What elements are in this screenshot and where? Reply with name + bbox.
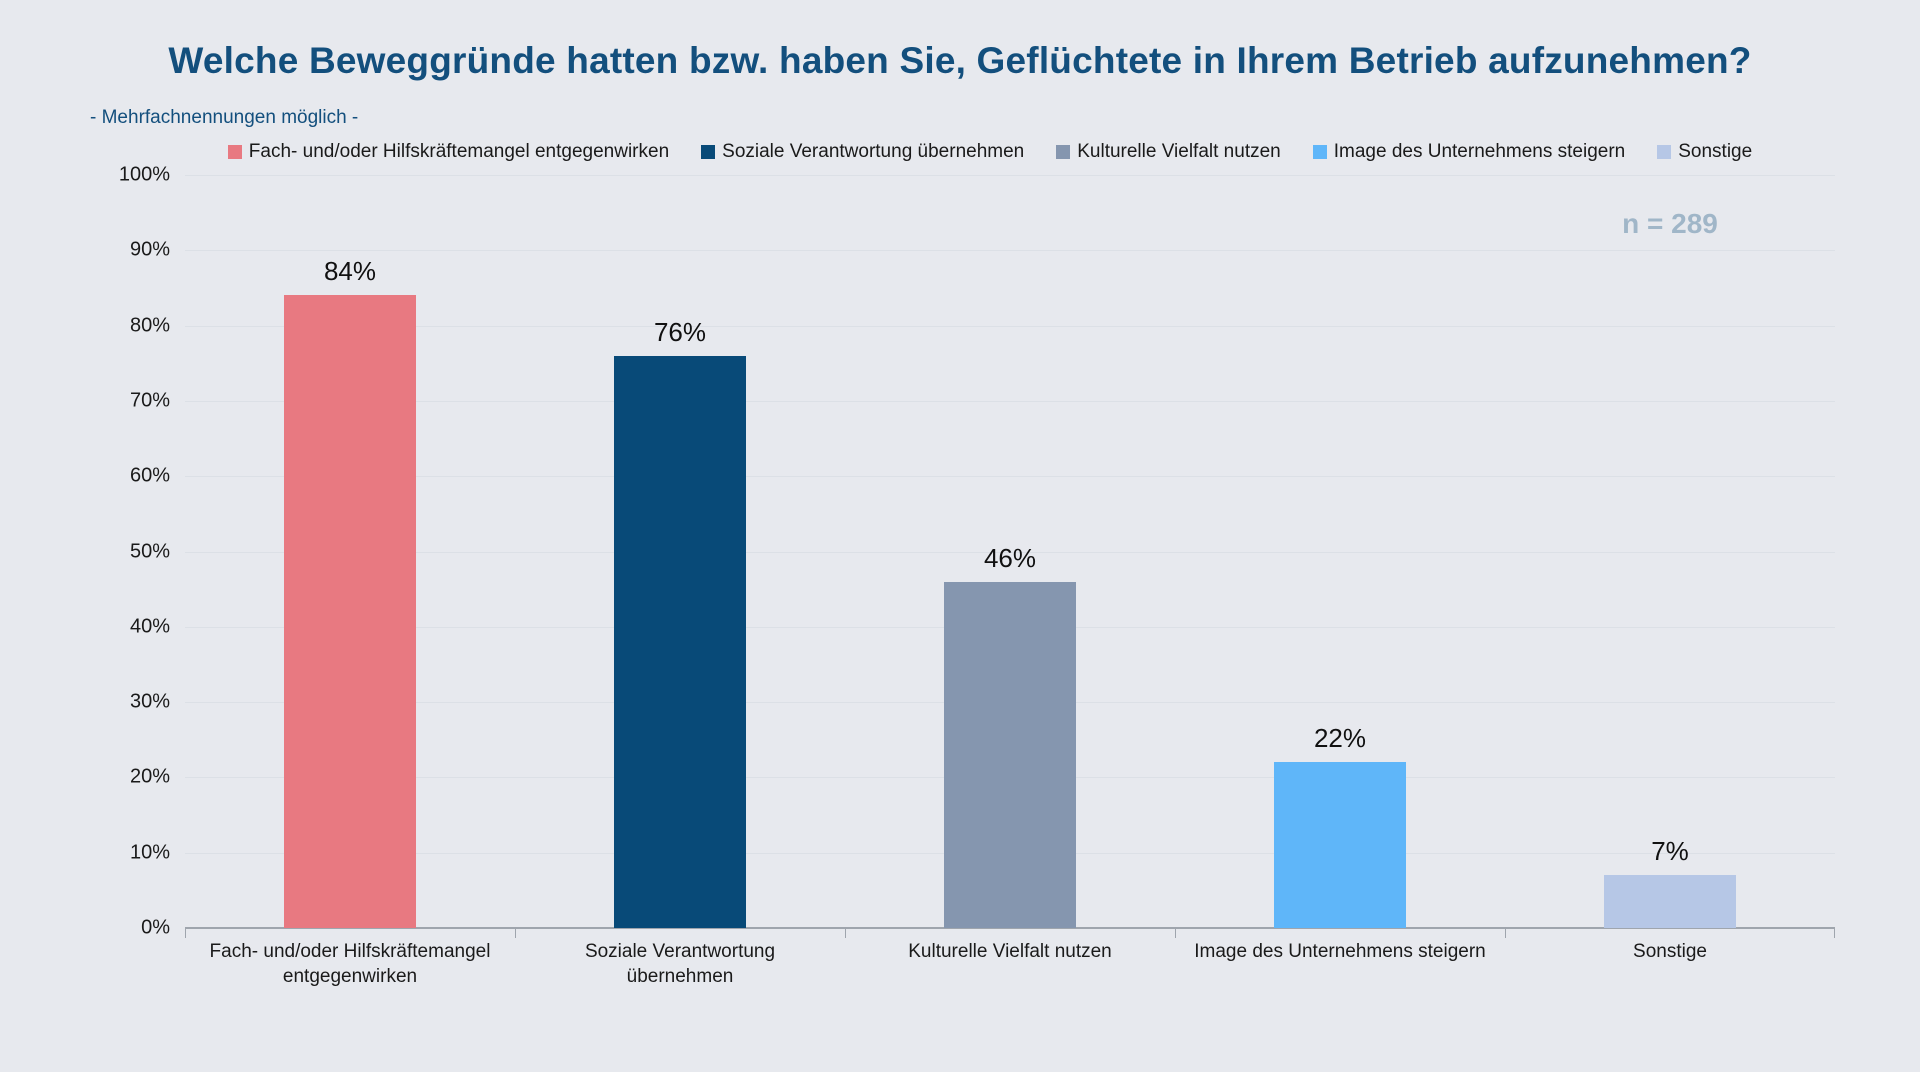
bar-value-label: 76%	[653, 316, 707, 347]
x-axis-line	[185, 927, 1835, 929]
legend-item-label: Soziale Verantwortung übernehmen	[722, 141, 1025, 162]
bar-slot: 7%	[1505, 175, 1835, 928]
legend-item-label: Fach- und/oder Hilfskräftemangel entgege…	[248, 141, 670, 162]
x-axis-category-labels: Fach- und/oder Hilfskräftemangel entgege…	[185, 940, 1835, 989]
chart-legend: Fach- und/oder Hilfskräftemangel entgege…	[150, 141, 1830, 163]
legend-item: Sonstige	[1657, 141, 1752, 163]
y-axis-tick-label: 0%	[141, 916, 170, 939]
sample-size-label: n = 289	[1622, 208, 1718, 239]
x-axis-tick	[1505, 929, 1506, 938]
bar-5	[1604, 875, 1736, 928]
x-axis-category-label: Soziale Verantwortung übernehmen	[584, 941, 776, 987]
y-axis-tick-label: 30%	[129, 690, 170, 713]
x-axis-category-label: Kulturelle Vielfalt nutzen	[908, 941, 1112, 962]
y-axis-tick-label: 90%	[129, 238, 170, 261]
chart-subtitle: - Mehrfachnennungen möglich -	[90, 107, 359, 128]
x-axis-category-label: Sonstige	[1633, 941, 1707, 962]
x-axis-tick	[1175, 929, 1176, 938]
bar-3	[944, 581, 1076, 928]
legend-item: Kulturelle Vielfalt nutzen	[1056, 141, 1281, 163]
gridline	[185, 175, 1835, 176]
legend-color-swatch	[1056, 145, 1071, 159]
x-axis-tick	[515, 929, 516, 938]
x-axis-tick	[185, 929, 186, 938]
bar-4	[1274, 762, 1406, 928]
legend-item: Image des Unternehmens steigern	[1312, 141, 1626, 163]
bar-slot: 84%	[185, 175, 515, 928]
legend-item: Fach- und/oder Hilfskräftemangel entgege…	[227, 141, 670, 163]
gridline	[185, 476, 1835, 478]
y-axis-tick-labels: 0% 10% 20% 30% 40% 50% 60% 70% 80% 90% 100%	[55, 164, 170, 939]
y-axis-tick-label: 60%	[129, 464, 170, 487]
legend-item-label: Sonstige	[1678, 141, 1753, 162]
y-axis-tick-label: 50%	[129, 540, 170, 562]
bar-slot: 22%	[1175, 175, 1505, 928]
legend-color-swatch	[1657, 145, 1672, 159]
gridline	[185, 551, 1835, 553]
bar-value-label: 22%	[1313, 723, 1367, 754]
y-axis-tick-label: 10%	[129, 841, 170, 864]
bar-2	[614, 355, 746, 928]
legend-color-swatch	[227, 145, 242, 159]
y-axis-tick-label: 70%	[129, 389, 170, 412]
bar-series: 84% 76% 46% 22% 7%	[185, 175, 1835, 928]
chart-title: Welche Beweggründe hatten bzw. haben Sie…	[168, 40, 1752, 81]
bar-value-label: 7%	[1651, 836, 1689, 867]
gridline	[185, 325, 1835, 327]
y-axis-tick-label: 80%	[129, 314, 170, 337]
x-axis-category-label: Fach- und/oder Hilfskräftemangel entgege…	[209, 941, 491, 987]
gridline	[185, 400, 1835, 402]
y-axis-tick-label: 100%	[118, 163, 170, 186]
legend-item-label: Kulturelle Vielfalt nutzen	[1077, 141, 1281, 162]
x-axis-tick	[845, 929, 846, 938]
x-axis-tick	[1834, 929, 1835, 938]
bar-1	[284, 295, 416, 928]
plot-area: 84% 76% 46% 22% 7%	[185, 175, 1835, 938]
bar-slot: 76%	[515, 175, 845, 928]
legend-item: Soziale Verantwortung übernehmen	[701, 141, 1024, 163]
x-axis-category-label: Image des Unternehmens steigern	[1194, 941, 1486, 962]
legend-item-label: Image des Unternehmens steigern	[1333, 141, 1626, 162]
bar-slot: 46%	[845, 175, 1175, 928]
y-axis-tick-label: 20%	[129, 765, 170, 788]
y-axis-tick-label: 40%	[129, 615, 170, 638]
legend-color-swatch	[1312, 145, 1327, 159]
bar-value-label: 46%	[983, 542, 1037, 573]
legend-color-swatch	[701, 145, 716, 159]
bar-value-label: 84%	[323, 256, 377, 287]
gridline	[185, 250, 1835, 252]
